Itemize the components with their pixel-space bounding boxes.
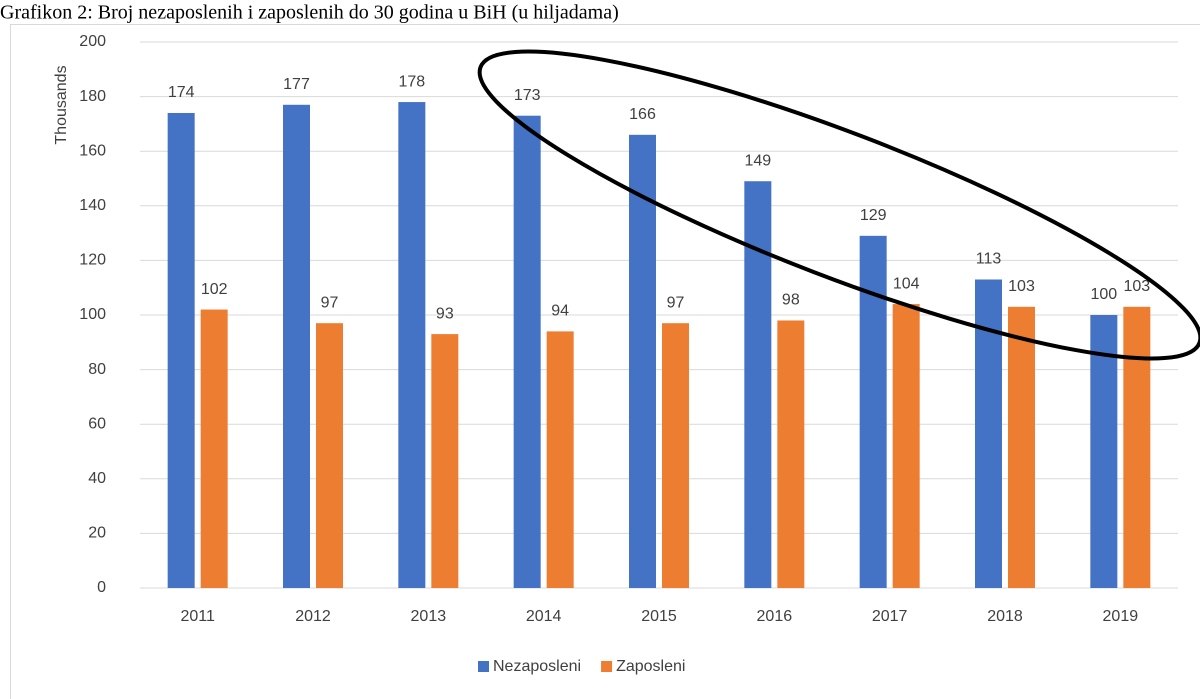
bar [1008,307,1035,588]
bar [662,323,689,588]
y-tick-label: 160 [79,142,106,159]
bar [283,105,310,588]
bar [431,334,458,588]
data-label: 178 [398,73,425,90]
y-tick-label: 0 [97,579,106,596]
y-tick-label: 140 [79,197,106,214]
data-label: 100 [1090,286,1117,303]
data-label: 104 [893,275,920,292]
x-tick-label: 2018 [987,608,1023,625]
legend-swatch [601,661,612,672]
y-tick-label: 180 [79,88,106,105]
x-tick-label: 2013 [411,608,447,625]
data-label: 103 [1123,278,1150,295]
bar [398,102,425,588]
chart: Grafikon 2: Broj nezaposlenih i zaposlen… [0,0,1200,699]
y-axis-title: Thousands [53,65,70,144]
x-tick-label: 2015 [641,608,677,625]
plot-area: 0 20 40 60 80 100 120 140 160 180 200 2011 174 102 201… [79,33,1178,625]
y-tick-label: 120 [79,252,106,269]
data-label: 113 [976,251,1002,268]
x-tick-label: 2012 [295,608,331,625]
data-label: 98 [782,292,800,309]
data-label: 173 [514,87,541,104]
y-tick-label: 60 [88,415,106,432]
bar [547,331,574,588]
x-tick-label: 2016 [757,608,793,625]
bar [168,113,195,588]
bar [744,181,771,588]
bar [1123,307,1150,588]
y-tick-label: 200 [79,33,106,50]
y-tick-label: 40 [88,470,106,487]
data-label: 129 [860,207,887,224]
data-label: 97 [667,294,685,311]
bar [201,310,228,588]
data-label: 149 [744,152,771,169]
bar [893,304,920,588]
data-label: 177 [283,76,310,93]
x-tick-label: 2019 [1103,608,1139,625]
y-tick-label: 100 [79,306,106,323]
x-tick-label: 2017 [872,608,908,625]
chart-title: Grafikon 2: Broj nezaposlenih i zaposlen… [0,2,619,24]
data-label: 97 [321,294,339,311]
data-label: 174 [168,84,195,101]
data-label: 103 [1008,278,1035,295]
x-tick-label: 2014 [526,608,562,625]
bar [316,323,343,588]
legend-swatch [478,661,489,672]
data-label: 166 [629,106,656,123]
y-tick-label: 80 [88,361,106,378]
x-tick-label: 2011 [180,608,215,625]
legend-label: Nezaposleni [493,658,581,675]
data-label: 93 [436,305,454,322]
data-label: 102 [201,281,228,298]
bar [777,320,804,588]
data-label: 94 [551,303,569,320]
legend-label: Zaposleni [616,658,685,675]
y-tick-label: 20 [88,525,106,542]
bar [514,116,541,588]
